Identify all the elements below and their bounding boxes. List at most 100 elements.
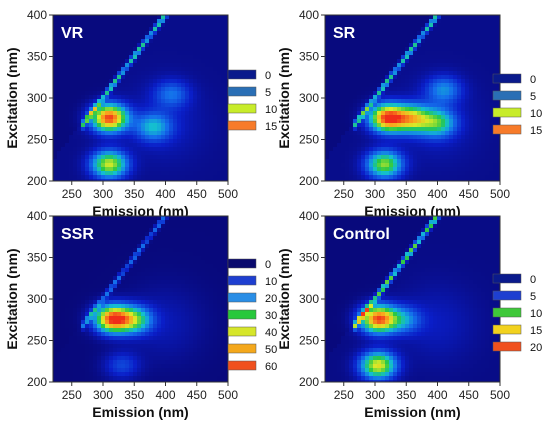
y-tick-label: 350 [27,251,47,265]
x-tick-label: 400 [155,388,175,402]
panel-sr: SR 250 300 350 400 450 500 200 250 300 350 400 Emiss… [276,8,542,219]
heatmap-plot-area [325,216,500,382]
x-tick-label: 450 [187,187,207,201]
y-tick-label: 400 [27,8,47,22]
y-tick-label: 350 [27,50,47,64]
y-tick-label: 350 [299,251,319,265]
y-tick-label: 200 [27,375,47,389]
legend-label: 0 [530,274,536,286]
x-tick-label: 250 [62,388,82,402]
legend-label: 20 [530,342,542,354]
panel-vr: VR 250 300 350 400 450 500 200 250 300 350 400 Emiss… [4,8,277,219]
legend-label: 30 [265,310,277,322]
x-tick-label: 450 [459,388,479,402]
y-tick-label: 300 [27,292,47,306]
x-tick-label: 250 [334,187,354,201]
x-tick-label: 300 [365,388,385,402]
legend-swatch [492,73,522,84]
legend-swatch [492,307,522,318]
x-tick-label: 250 [334,388,354,402]
legend-swatch [227,360,257,371]
y-tick-label: 200 [299,375,319,389]
x-tick-label: 450 [187,388,207,402]
x-tick-label: 400 [427,388,447,402]
x-tick-label: 250 [62,187,82,201]
legend-swatch [492,273,522,284]
legend-swatch [492,290,522,301]
y-tick-label: 300 [27,91,47,105]
x-axis-label: Emission (nm) [92,203,188,219]
panel-title: SSR [61,226,94,243]
heatmap-plot-area [53,15,228,181]
legend-label: 5 [265,87,271,99]
legend-label: 0 [530,74,536,86]
color-legend: 0 5 10 15 20 [492,273,542,354]
y-tick-label: 250 [299,334,319,348]
y-tick-label: 400 [299,209,319,223]
x-tick-label: 350 [396,388,416,402]
y-axis-label: Excitation (nm) [276,248,292,349]
x-tick-label: 350 [124,388,144,402]
panel-title: SR [333,25,356,42]
legend-swatch [227,326,257,337]
color-legend: 0 5 10 15 [492,73,542,137]
legend-swatch [227,343,257,354]
x-tick-label: 300 [93,187,113,201]
y-tick-label: 250 [27,334,47,348]
y-tick-label: 250 [299,133,319,147]
legend-swatch [492,341,522,352]
legend-label: 5 [530,91,536,103]
y-tick-label: 350 [299,50,319,64]
x-tick-label: 500 [490,388,510,402]
legend-swatch [227,292,257,303]
legend-swatch [492,107,522,118]
legend-swatch [492,90,522,101]
color-legend: 0 10 20 30 40 50 60 [227,258,277,373]
x-tick-label: 350 [124,187,144,201]
x-tick-label: 500 [218,388,238,402]
legend-label: 15 [530,325,542,337]
legend-label: 5 [530,291,536,303]
y-tick-label: 200 [27,174,47,188]
legend-label: 60 [265,361,277,373]
color-legend: 0 5 10 15 [227,69,277,133]
legend-label: 20 [265,293,277,305]
y-tick-label: 250 [27,133,47,147]
legend-label: 50 [265,344,277,356]
legend-label: 10 [530,308,542,320]
panel-title: Control [333,226,390,243]
y-axis-label: Excitation (nm) [4,248,20,349]
legend-label: 0 [265,70,271,82]
legend-label: 15 [530,125,542,137]
legend-swatch [227,309,257,320]
y-axis-label: Excitation (nm) [4,47,20,148]
y-tick-label: 200 [299,174,319,188]
x-tick-label: 400 [155,187,175,201]
x-tick-label: 400 [427,187,447,201]
x-axis-label: Emission (nm) [364,404,460,420]
legend-label: 0 [265,259,271,271]
legend-swatch [227,86,257,97]
panel-title: VR [61,25,84,42]
x-axis-label: Emission (nm) [364,203,460,219]
legend-swatch [227,69,257,80]
heatmap-plot-area [53,216,228,382]
y-tick-label: 400 [27,209,47,223]
x-tick-label: 300 [365,187,385,201]
legend-label: 40 [265,327,277,339]
x-tick-label: 300 [93,388,113,402]
legend-label: 10 [265,104,277,116]
legend-swatch [227,275,257,286]
legend-label: 10 [530,108,542,120]
heatmap-plot-area [325,15,500,181]
x-tick-label: 500 [218,187,238,201]
x-tick-label: 500 [490,187,510,201]
legend-swatch [227,258,257,269]
x-tick-label: 350 [396,187,416,201]
legend-swatch [492,324,522,335]
legend-swatch [492,124,522,135]
y-tick-label: 300 [299,292,319,306]
